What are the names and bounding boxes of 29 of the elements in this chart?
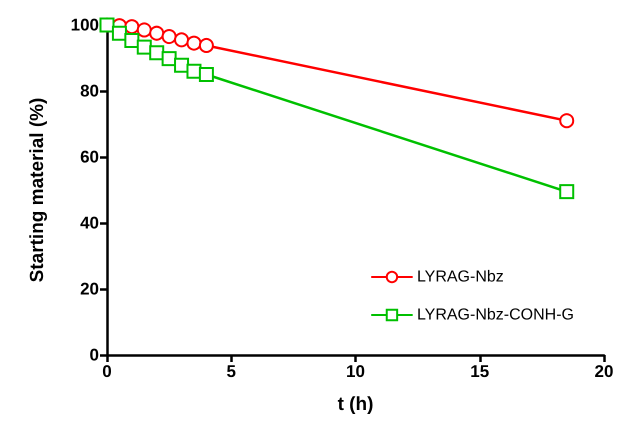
point	[559, 113, 574, 128]
x-tick-label: 10	[346, 362, 365, 381]
point	[174, 32, 190, 48]
y-tick-label: 0	[90, 346, 99, 364]
y-tick-label: 20	[80, 280, 99, 298]
x-tick-label: 15	[470, 362, 490, 381]
y-tick-label: 60	[80, 148, 99, 166]
legend-label: LYRAG-Nbz	[416, 268, 504, 286]
point	[162, 29, 177, 44]
point	[149, 26, 164, 41]
point	[186, 36, 202, 51]
point	[174, 58, 190, 73]
x-tick-label: 0	[102, 362, 112, 381]
point	[198, 38, 214, 53]
legend-label: LYRAG-Nbz-CONH-G	[416, 306, 574, 324]
point	[559, 184, 574, 200]
y-tick-label: 80	[80, 82, 99, 100]
point	[112, 26, 127, 41]
x-tick-label: 5	[226, 362, 236, 381]
point	[198, 67, 214, 82]
point	[136, 22, 152, 38]
x-tick-label: 20	[594, 362, 614, 381]
y-tick-label: 40	[80, 214, 99, 232]
y-tick-label: 100	[70, 16, 99, 34]
point	[162, 51, 177, 66]
point	[124, 33, 140, 48]
y-axis-title: Starting material (%)	[27, 98, 48, 282]
point	[149, 45, 164, 60]
x-axis-title: t (h)	[338, 394, 374, 415]
